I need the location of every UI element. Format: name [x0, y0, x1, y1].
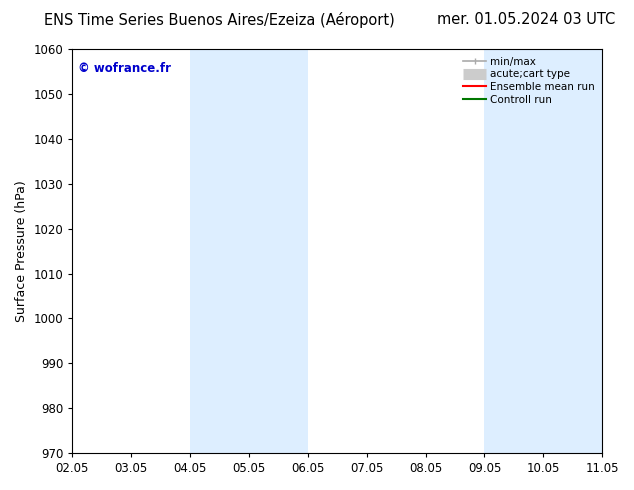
- Text: ENS Time Series Buenos Aires/Ezeiza (Aéroport): ENS Time Series Buenos Aires/Ezeiza (Aér…: [44, 12, 395, 28]
- Bar: [484, 49, 602, 453]
- Legend: min/max, acute;cart type, Ensemble mean run, Controll run: min/max, acute;cart type, Ensemble mean …: [461, 54, 597, 107]
- Text: mer. 01.05.2024 03 UTC: mer. 01.05.2024 03 UTC: [437, 12, 615, 27]
- Text: © wofrance.fr: © wofrance.fr: [77, 62, 171, 74]
- Y-axis label: Surface Pressure (hPa): Surface Pressure (hPa): [15, 180, 28, 322]
- Bar: [190, 49, 308, 453]
